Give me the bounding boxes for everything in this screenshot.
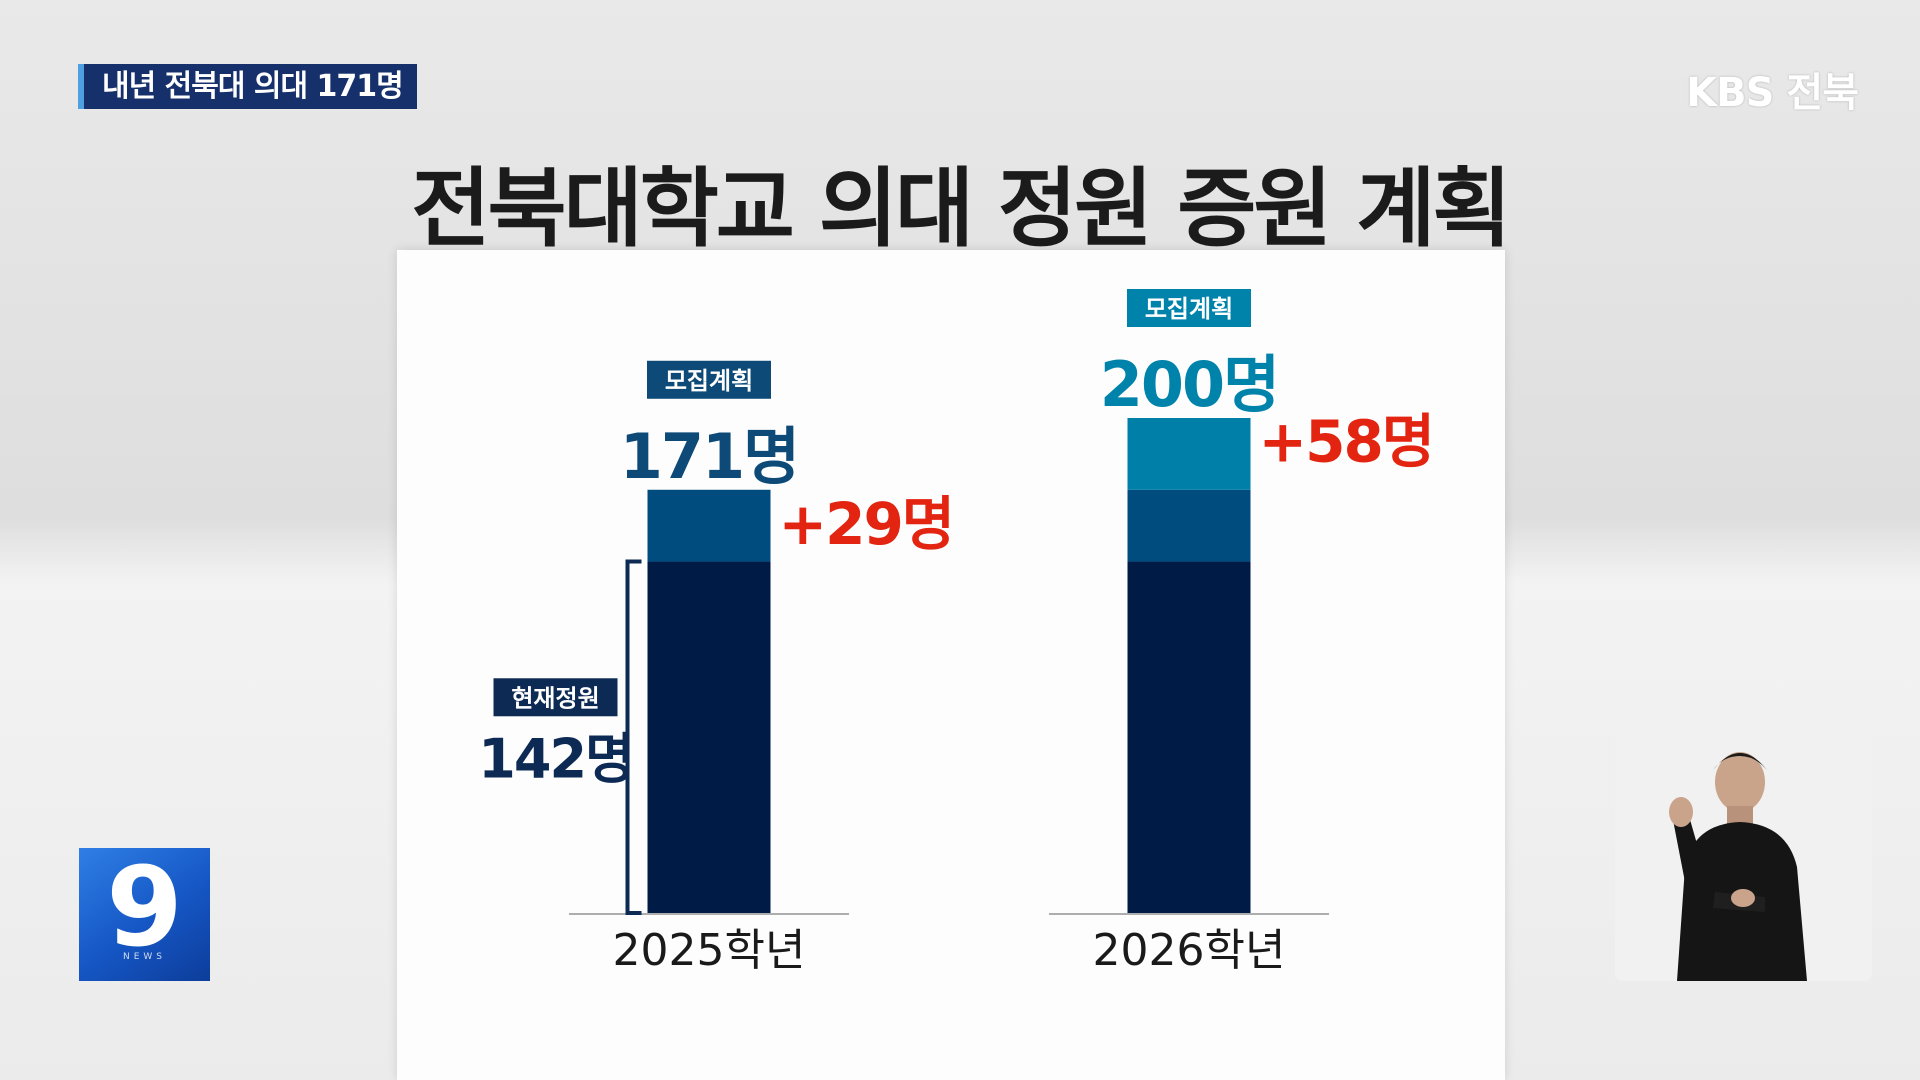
current-label-bg bbox=[493, 678, 618, 717]
bar-increase-upper-2 bbox=[1127, 418, 1251, 490]
news-caption: 내년 전북대 의대 171명 bbox=[78, 64, 417, 109]
category-label-1: 2025학년 bbox=[613, 925, 806, 976]
total-label-1: 모집계획 bbox=[665, 367, 753, 395]
news9-word: NEWS bbox=[122, 952, 167, 962]
total-value-1: 171명 bbox=[620, 420, 798, 493]
page-title: 전북대학교 의대 정원 증원 계획 bbox=[411, 159, 1511, 259]
total-label-2: 모집계획 bbox=[1145, 295, 1233, 323]
stacked-bar-chart: 2025학년 모집계획 171명+29명 2026학년 모집계획 200명+58명현재정원… bbox=[478, 289, 1435, 976]
increase-value-2: +58명 bbox=[1259, 408, 1434, 476]
current-bracket bbox=[625, 559, 642, 915]
news9-logo: 9 NEWS bbox=[79, 848, 210, 981]
bar-increase-lower-2 bbox=[1127, 489, 1251, 562]
increase-value-1: +29명 bbox=[779, 490, 954, 558]
news9-digit: 9 bbox=[106, 843, 183, 971]
current-label: 현재정원 bbox=[511, 684, 599, 712]
broadcaster-logo: KBS 전북 bbox=[1686, 70, 1859, 116]
category-label-2: 2026학년 bbox=[1093, 925, 1286, 976]
total-value-2: 200명 bbox=[1100, 348, 1278, 421]
sign-language-interpreter bbox=[1615, 722, 1872, 981]
bar-current-2 bbox=[1127, 561, 1251, 913]
total-label-2-bg bbox=[1127, 289, 1251, 327]
bar-current-1 bbox=[647, 561, 771, 913]
total-label-1-bg bbox=[647, 360, 771, 399]
current-value: 142명 bbox=[478, 727, 632, 790]
bar-increase-1 bbox=[647, 489, 771, 562]
